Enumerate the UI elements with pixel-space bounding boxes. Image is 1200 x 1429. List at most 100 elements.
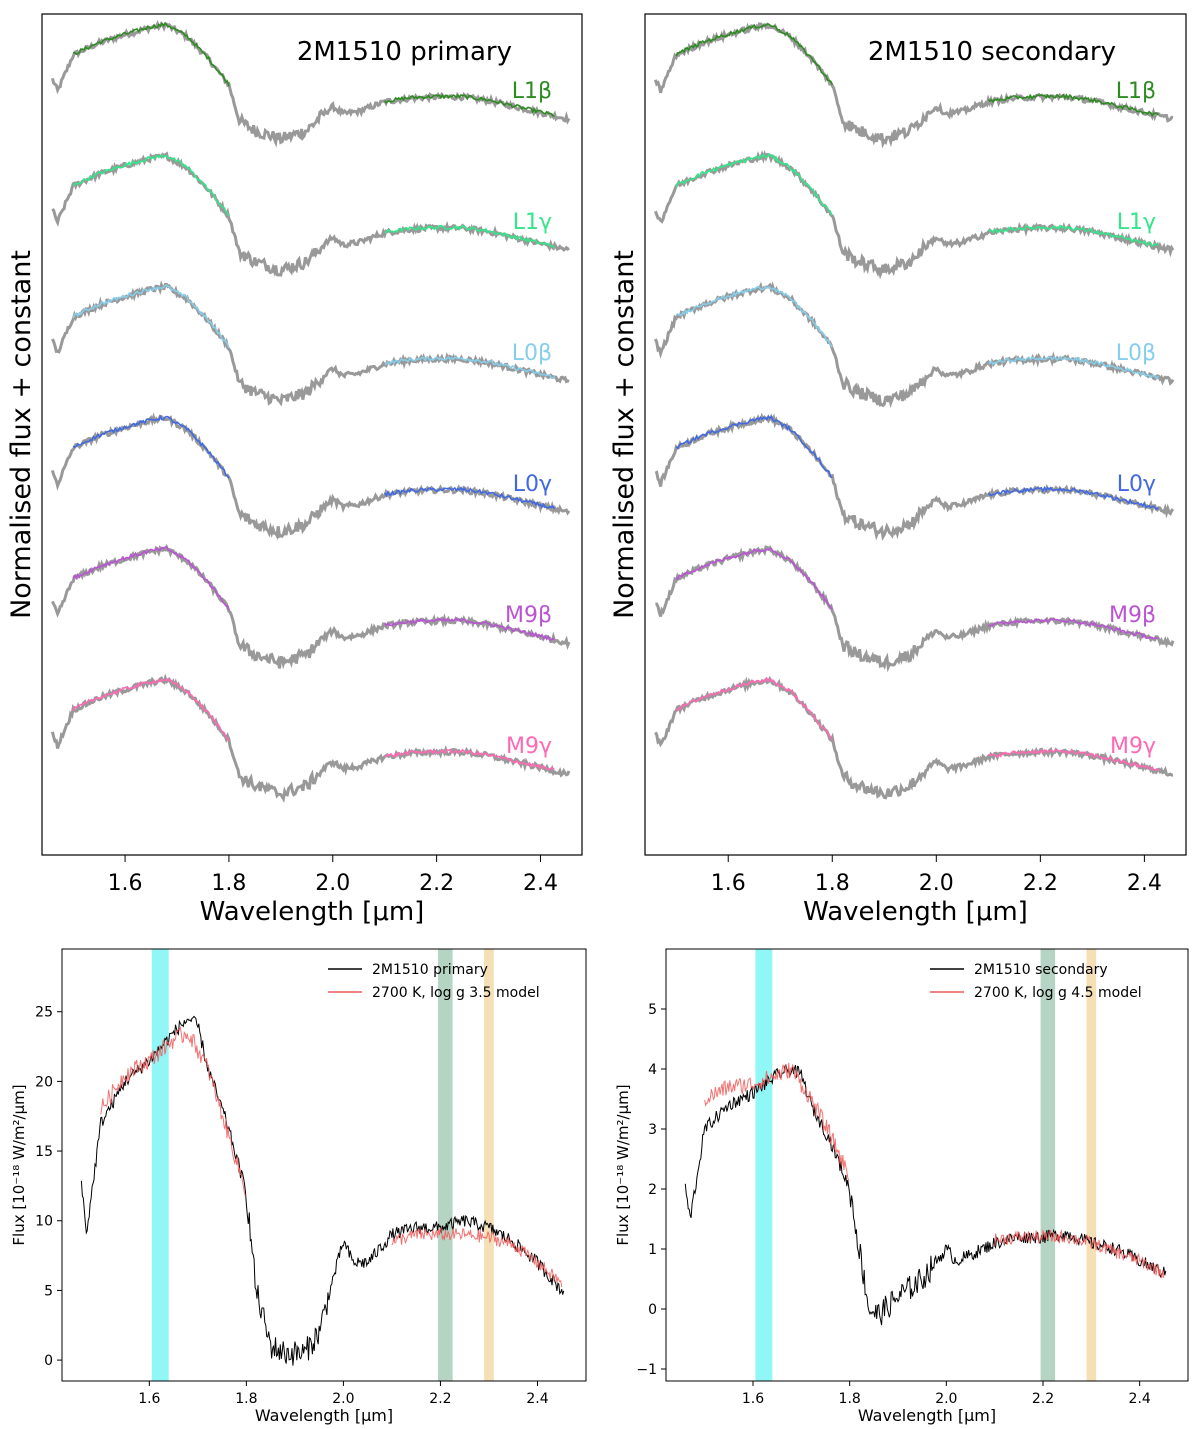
template-label: M9β: [1109, 603, 1156, 628]
x-tick-label: 2.0: [919, 871, 954, 896]
x-tick-label: 2.0: [315, 871, 350, 896]
template-spectrum-line: [384, 355, 556, 380]
model-flux-line: [704, 1062, 850, 1182]
x-tick-label: 2.4: [526, 1391, 548, 1407]
y-axis-label: Flux [10⁻¹⁸ W/m²/μm]: [10, 1084, 28, 1245]
panel-title: 2M1510 primary: [297, 37, 512, 67]
x-tick-label: 1.6: [138, 1391, 160, 1407]
legend-label: 2700 K, log g 3.5 model: [372, 985, 540, 1001]
x-tick-label: 1.6: [108, 871, 143, 896]
x-axis-label: Wavelength [μm]: [200, 897, 425, 927]
template-spectrum-line: [384, 748, 555, 771]
x-tick-label: 2.2: [429, 1391, 451, 1407]
observed-spectrum-line: [654, 675, 1174, 800]
y-axis-label: Flux [10⁻¹⁸ W/m²/μm]: [614, 1084, 632, 1245]
template-label: L1γ: [1117, 210, 1156, 235]
template-spectrum-line: [675, 676, 833, 741]
template-spectrum-line: [384, 617, 555, 641]
x-tick-label: 2.4: [523, 871, 558, 896]
template-spectrum-line: [675, 414, 833, 479]
shaded-band: [484, 949, 494, 1381]
shaded-band: [1086, 949, 1097, 1381]
template-spectrum-line: [987, 93, 1160, 118]
y-tick-label: −1: [636, 1362, 657, 1378]
template-spectrum-line: [987, 748, 1160, 772]
template-spectrum-line: [675, 153, 833, 216]
x-tick-label: 1.6: [742, 1391, 764, 1407]
y-tick-label: 10: [35, 1214, 53, 1230]
template-spectrum-line: [72, 677, 230, 742]
template-label: L0γ: [1117, 472, 1156, 497]
template-label: L1γ: [513, 210, 552, 235]
observed-spectrum-line: [655, 545, 1175, 673]
template-spectrum-line: [384, 93, 555, 117]
template-spectrum-line: [988, 355, 1160, 381]
observed-spectrum-line: [654, 149, 1175, 280]
y-tick-label: 25: [35, 1005, 53, 1021]
observed-spectrum-line: [51, 543, 571, 670]
y-axis-label: Normalised flux + constant: [609, 250, 640, 619]
x-tick-label: 2.0: [332, 1391, 354, 1407]
legend-label: 2M1510 secondary: [974, 962, 1108, 978]
template-spectrum-line: [675, 285, 833, 348]
flux-panel-primary: 1.6 1.8 2.0 2.2 2.4 0 5 10 15 20 25 Wavelength [μm]…: [10, 948, 587, 1425]
template-spectrum-line: [72, 545, 230, 611]
template-spectrum-line: [987, 485, 1159, 511]
template-spectrum-line: [675, 547, 833, 611]
panel-title: 2M1510 secondary: [868, 37, 1116, 67]
template-spectrum-line: [988, 224, 1159, 247]
template-spectrum-line: [987, 617, 1159, 640]
y-tick-label: 4: [648, 1062, 657, 1078]
plot-frame: [61, 948, 587, 1382]
shaded-band: [438, 949, 453, 1381]
x-tick-label: 2.0: [935, 1391, 957, 1407]
observed-spectrum-line: [654, 412, 1175, 542]
template-spectrum-line: [72, 284, 230, 349]
x-tick-label: 1.8: [839, 1391, 861, 1407]
y-tick-label: 5: [648, 1002, 657, 1018]
template-spectrum-line: [72, 414, 230, 479]
template-label: M9γ: [506, 734, 552, 759]
x-axis-label: Wavelength [μm]: [858, 1406, 996, 1425]
observed-spectrum-line: [50, 412, 571, 541]
template-label: L1β: [1116, 79, 1156, 104]
x-tick-label: 2.4: [1127, 871, 1162, 896]
template-spectrum-line: [72, 154, 230, 217]
model-flux-line: [391, 1227, 563, 1287]
x-tick-label: 1.8: [815, 871, 850, 896]
y-tick-label: 15: [35, 1144, 53, 1160]
x-tick-label: 1.6: [711, 871, 746, 896]
plot-frame: [665, 948, 1189, 1382]
template-spectrum-line: [73, 21, 230, 87]
plot-frame: [644, 13, 1187, 856]
y-tick-label: 0: [648, 1302, 657, 1318]
x-axis-label: Wavelength [μm]: [255, 1406, 393, 1425]
x-tick-label: 2.2: [419, 871, 454, 896]
y-tick-label: 1: [648, 1242, 657, 1258]
template-label: L0γ: [513, 472, 552, 497]
template-label: L0β: [512, 341, 552, 366]
x-tick-label: 1.8: [211, 871, 246, 896]
observed-flux-line: [684, 1063, 1167, 1326]
observed-spectrum-line: [51, 280, 570, 407]
template-label: M9γ: [1110, 734, 1156, 759]
spectra-panel-primary: L1β L1γ L0β L0γ M9β M9γ 2M1510 primary 1.6 1.8 2.…: [6, 13, 583, 927]
observed-spectrum-line: [51, 151, 570, 277]
observed-spectrum-line: [50, 673, 571, 803]
template-label: L1β: [512, 79, 552, 104]
y-tick-label: 0: [44, 1353, 53, 1369]
y-tick-label: 5: [44, 1283, 53, 1299]
legend-label: 2700 K, log g 4.5 model: [974, 985, 1142, 1001]
shaded-band: [1040, 949, 1056, 1381]
legend-label: 2M1510 primary: [372, 962, 488, 978]
observed-spectrum-line: [654, 281, 1175, 409]
shaded-band: [151, 949, 169, 1381]
model-flux-line: [100, 1025, 246, 1197]
template-spectrum-line: [675, 23, 834, 86]
x-axis-label: Wavelength [μm]: [803, 897, 1028, 927]
template-label: L0β: [1116, 341, 1156, 366]
spectra-panel-secondary: L1β L1γ L0β L0γ M9β M9γ 2M1510 secondary 1.6 1.8…: [609, 13, 1187, 927]
x-tick-label: 2.2: [1023, 871, 1058, 896]
x-tick-label: 1.8: [235, 1391, 257, 1407]
